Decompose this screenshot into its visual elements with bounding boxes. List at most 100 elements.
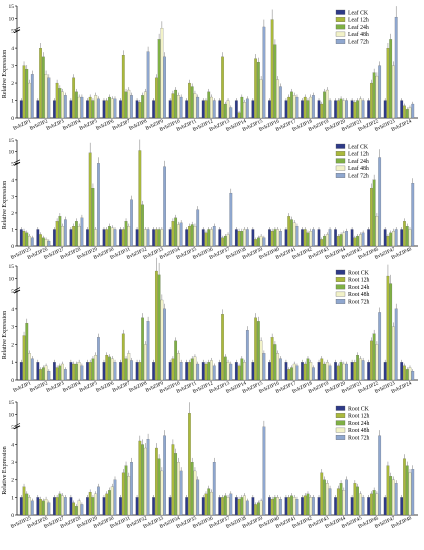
bar (323, 479, 326, 516)
bar (72, 77, 76, 119)
bar (88, 152, 92, 247)
bar (97, 486, 100, 516)
bar (52, 100, 56, 119)
bar (243, 495, 246, 516)
bar (276, 353, 280, 381)
bar (94, 493, 98, 516)
bar (41, 500, 45, 516)
bar (177, 462, 180, 516)
bar (408, 472, 412, 516)
legend-swatch (335, 39, 346, 44)
bar (152, 229, 155, 247)
bar (36, 229, 40, 247)
bar (41, 237, 45, 247)
legend-label: Root 48h (348, 428, 370, 434)
bar (268, 100, 271, 119)
bar (190, 358, 194, 381)
bar (218, 100, 222, 119)
bar (86, 362, 89, 381)
bar (229, 493, 233, 516)
bar (359, 358, 362, 381)
legend-label: Leaf 24h (348, 24, 369, 31)
bar (317, 497, 321, 516)
bar (223, 103, 227, 119)
bar (339, 362, 343, 381)
bar (201, 229, 205, 247)
bar (193, 93, 197, 119)
bar (179, 222, 183, 247)
bar (64, 219, 67, 247)
y-tick-label: 0 (11, 513, 14, 519)
bar (30, 500, 34, 516)
bar (367, 362, 371, 381)
bar (405, 226, 409, 247)
legend-swatch (335, 420, 346, 426)
bar (378, 65, 382, 119)
bar (279, 358, 282, 381)
bar (353, 102, 357, 119)
bar (408, 229, 412, 247)
y-tick-label: 5 (11, 425, 14, 431)
bar (251, 229, 255, 247)
bar (342, 232, 346, 247)
bar (389, 283, 393, 381)
bar (94, 355, 98, 381)
y-tick-label: 15 (9, 400, 15, 406)
bar (237, 231, 241, 247)
axis-break-mark (13, 161, 21, 166)
bar (403, 105, 406, 119)
bar (226, 497, 230, 516)
bar (121, 229, 125, 247)
bar (171, 93, 175, 119)
bar (69, 100, 73, 119)
legend-label: Leaf CK (348, 9, 369, 16)
bar (284, 100, 288, 119)
bar (121, 333, 125, 381)
bar (240, 358, 244, 381)
bar (325, 483, 329, 516)
bar (212, 462, 216, 516)
bar (75, 91, 78, 119)
bar (160, 470, 164, 516)
bar (146, 321, 150, 381)
bar (55, 82, 59, 119)
bar (127, 353, 131, 381)
bar (279, 86, 282, 119)
y-tick-label: 15 (9, 4, 15, 10)
bar (328, 229, 332, 247)
bar (279, 499, 282, 516)
bar (44, 239, 48, 247)
bar (372, 72, 376, 119)
bar (392, 231, 395, 247)
bar (210, 229, 213, 247)
legend-label: Leaf 24h (348, 158, 369, 165)
y-tick-label: 10 (9, 16, 15, 22)
bar (345, 100, 348, 119)
bar (204, 100, 208, 119)
bar (188, 413, 191, 516)
bar (254, 317, 257, 381)
bar (400, 362, 404, 381)
bar (400, 100, 404, 119)
bar (36, 362, 40, 381)
bar (64, 369, 67, 381)
legend-swatch (335, 9, 346, 15)
bar (102, 229, 106, 247)
bar (254, 58, 257, 119)
bar (47, 240, 51, 247)
bar (361, 100, 365, 119)
axis-break-mark (13, 26, 21, 31)
legend-swatch (335, 299, 346, 304)
bar (28, 353, 31, 381)
bar (383, 100, 387, 119)
bar (359, 493, 362, 516)
bar (141, 317, 144, 381)
bar (154, 77, 158, 119)
bar (19, 229, 23, 247)
y-tick-label: 0 (11, 244, 14, 250)
bar (223, 356, 227, 381)
bar (320, 103, 324, 119)
y-tick-label: 1 (11, 360, 14, 366)
bar (334, 362, 337, 381)
bar (154, 229, 158, 247)
